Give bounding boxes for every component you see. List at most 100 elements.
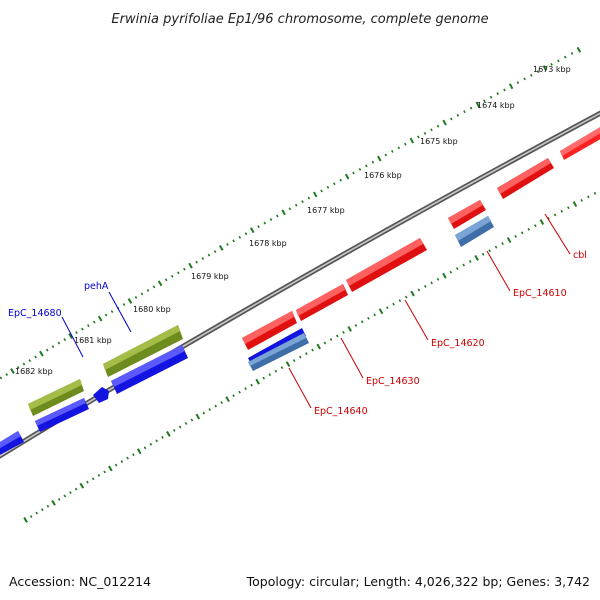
minor-tick: [122, 303, 126, 306]
outer-tick-ring: [0, 46, 582, 380]
minor-tick: [373, 313, 376, 317]
minor-tick: [140, 292, 144, 296]
minor-tick: [520, 231, 524, 235]
minor-tick: [126, 456, 129, 460]
minor-tick: [463, 110, 466, 114]
minor-tick: [238, 390, 241, 394]
minor-tick: [488, 249, 491, 253]
tick-label-1673: 1673 kbp: [533, 65, 571, 74]
minor-tick: [333, 182, 336, 186]
minor-tick: [134, 296, 138, 299]
minor-tick: [91, 477, 95, 481]
minor-tick: [104, 313, 108, 317]
minor-tick: [232, 239, 235, 243]
minor-tick: [202, 411, 206, 415]
gene-label-epc14640[interactable]: EpC_14640: [314, 406, 368, 417]
minor-tick: [146, 288, 150, 292]
minor-tick: [238, 235, 242, 239]
minor-tick: [262, 376, 266, 380]
minor-tick: [352, 171, 355, 175]
major-tick: [506, 237, 512, 243]
minor-tick: [75, 331, 78, 335]
gene-label-epc14610[interactable]: EpC_14610: [513, 288, 567, 299]
gene-blue-arrow-5[interactable]: [0, 431, 24, 456]
gene-blue-arrow-2[interactable]: [111, 345, 188, 394]
minor-tick: [288, 207, 292, 211]
major-tick: [195, 413, 201, 420]
gene-peha-arrow[interactable]: [103, 325, 183, 377]
tick-label-1682: 1682 kbp: [15, 367, 53, 376]
major-tick: [10, 368, 15, 374]
minor-tick: [232, 394, 235, 398]
gene-epc14630-arrow[interactable]: [296, 284, 348, 321]
minor-tick: [103, 470, 106, 474]
gene-epc14620-arrow[interactable]: [346, 238, 427, 292]
gene-label-cbl[interactable]: cbl: [573, 250, 587, 261]
gene-label-epc14630[interactable]: EpC_14630: [366, 376, 420, 387]
minor-tick: [220, 401, 223, 405]
minor-tick: [201, 257, 205, 261]
gene-arrow-red-1[interactable]: [497, 158, 554, 199]
major-tick: [51, 499, 56, 506]
minor-tick: [483, 99, 486, 103]
minor-tick: [534, 224, 537, 228]
minor-tick: [305, 352, 308, 356]
major-tick: [542, 65, 548, 72]
minor-tick: [276, 214, 279, 218]
major-tick: [347, 325, 352, 332]
gene-blue-arrow-3[interactable]: [93, 387, 109, 403]
minor-tick: [5, 373, 8, 376]
minor-tick: [28, 359, 32, 363]
gene-epc14640-arrow[interactable]: [242, 311, 297, 350]
minor-tick: [34, 355, 37, 359]
gene-steelblue-arrow-1[interactable]: [455, 216, 494, 247]
gene-label-epc14680[interactable]: EpC_14680: [8, 308, 62, 319]
minor-tick: [423, 131, 427, 135]
minor-tick: [494, 245, 498, 249]
gene-label-peha[interactable]: pehA: [84, 281, 109, 292]
major-tick: [97, 315, 103, 322]
minor-tick: [120, 460, 124, 464]
minor-tick: [580, 199, 583, 202]
gene-labels: cbl EpC_14610 EpC_14620 EpC_14630 EpC_14…: [8, 213, 587, 417]
minor-tick: [358, 167, 362, 171]
gene-epc14610-arrow[interactable]: [448, 200, 486, 229]
minor-tick: [22, 362, 26, 366]
minor-tick: [250, 383, 253, 387]
gene-steelblue-arrow-2[interactable]: [248, 333, 309, 371]
major-tick: [409, 137, 415, 144]
minor-tick: [226, 242, 229, 246]
minor-tick: [523, 77, 526, 81]
minor-tick: [114, 463, 118, 467]
tick-label-1681: 1681 kbp: [74, 336, 112, 345]
minor-tick: [587, 195, 590, 199]
minor-tick: [326, 185, 330, 189]
major-tick: [127, 298, 133, 304]
minor-tick: [161, 435, 164, 439]
minor-tick: [501, 242, 504, 246]
minor-tick: [29, 515, 33, 518]
minor-tick: [417, 288, 421, 292]
forward-strand-genes: [28, 126, 600, 416]
minor-tick: [567, 206, 570, 210]
scale-labels: 1673 kbp 1674 kbp 1675 kbp 1676 kbp 1677…: [15, 65, 571, 376]
gene-blue-arrow-4[interactable]: [35, 398, 89, 432]
minor-tick: [92, 320, 96, 324]
gene-olive-arrow-2[interactable]: [28, 379, 84, 416]
minor-tick: [404, 142, 407, 146]
minor-tick: [110, 310, 114, 313]
minor-tick: [213, 250, 217, 253]
minor-tick: [86, 480, 89, 484]
minor-tick: [342, 331, 345, 334]
topology-text: Topology: circular; Length: 4,026,322 bp…: [246, 574, 590, 589]
gene-label-epc14620[interactable]: EpC_14620: [431, 338, 485, 349]
minor-tick: [35, 511, 39, 515]
tick-label-1678: 1678 kbp: [249, 239, 287, 248]
gene-cbl-arrow[interactable]: [560, 126, 600, 160]
minor-tick: [547, 217, 550, 220]
major-tick: [285, 361, 291, 368]
inner-tick-ring: [23, 191, 597, 523]
minor-tick: [550, 62, 553, 66]
minor-tick: [195, 260, 198, 264]
minor-tick: [468, 260, 472, 263]
